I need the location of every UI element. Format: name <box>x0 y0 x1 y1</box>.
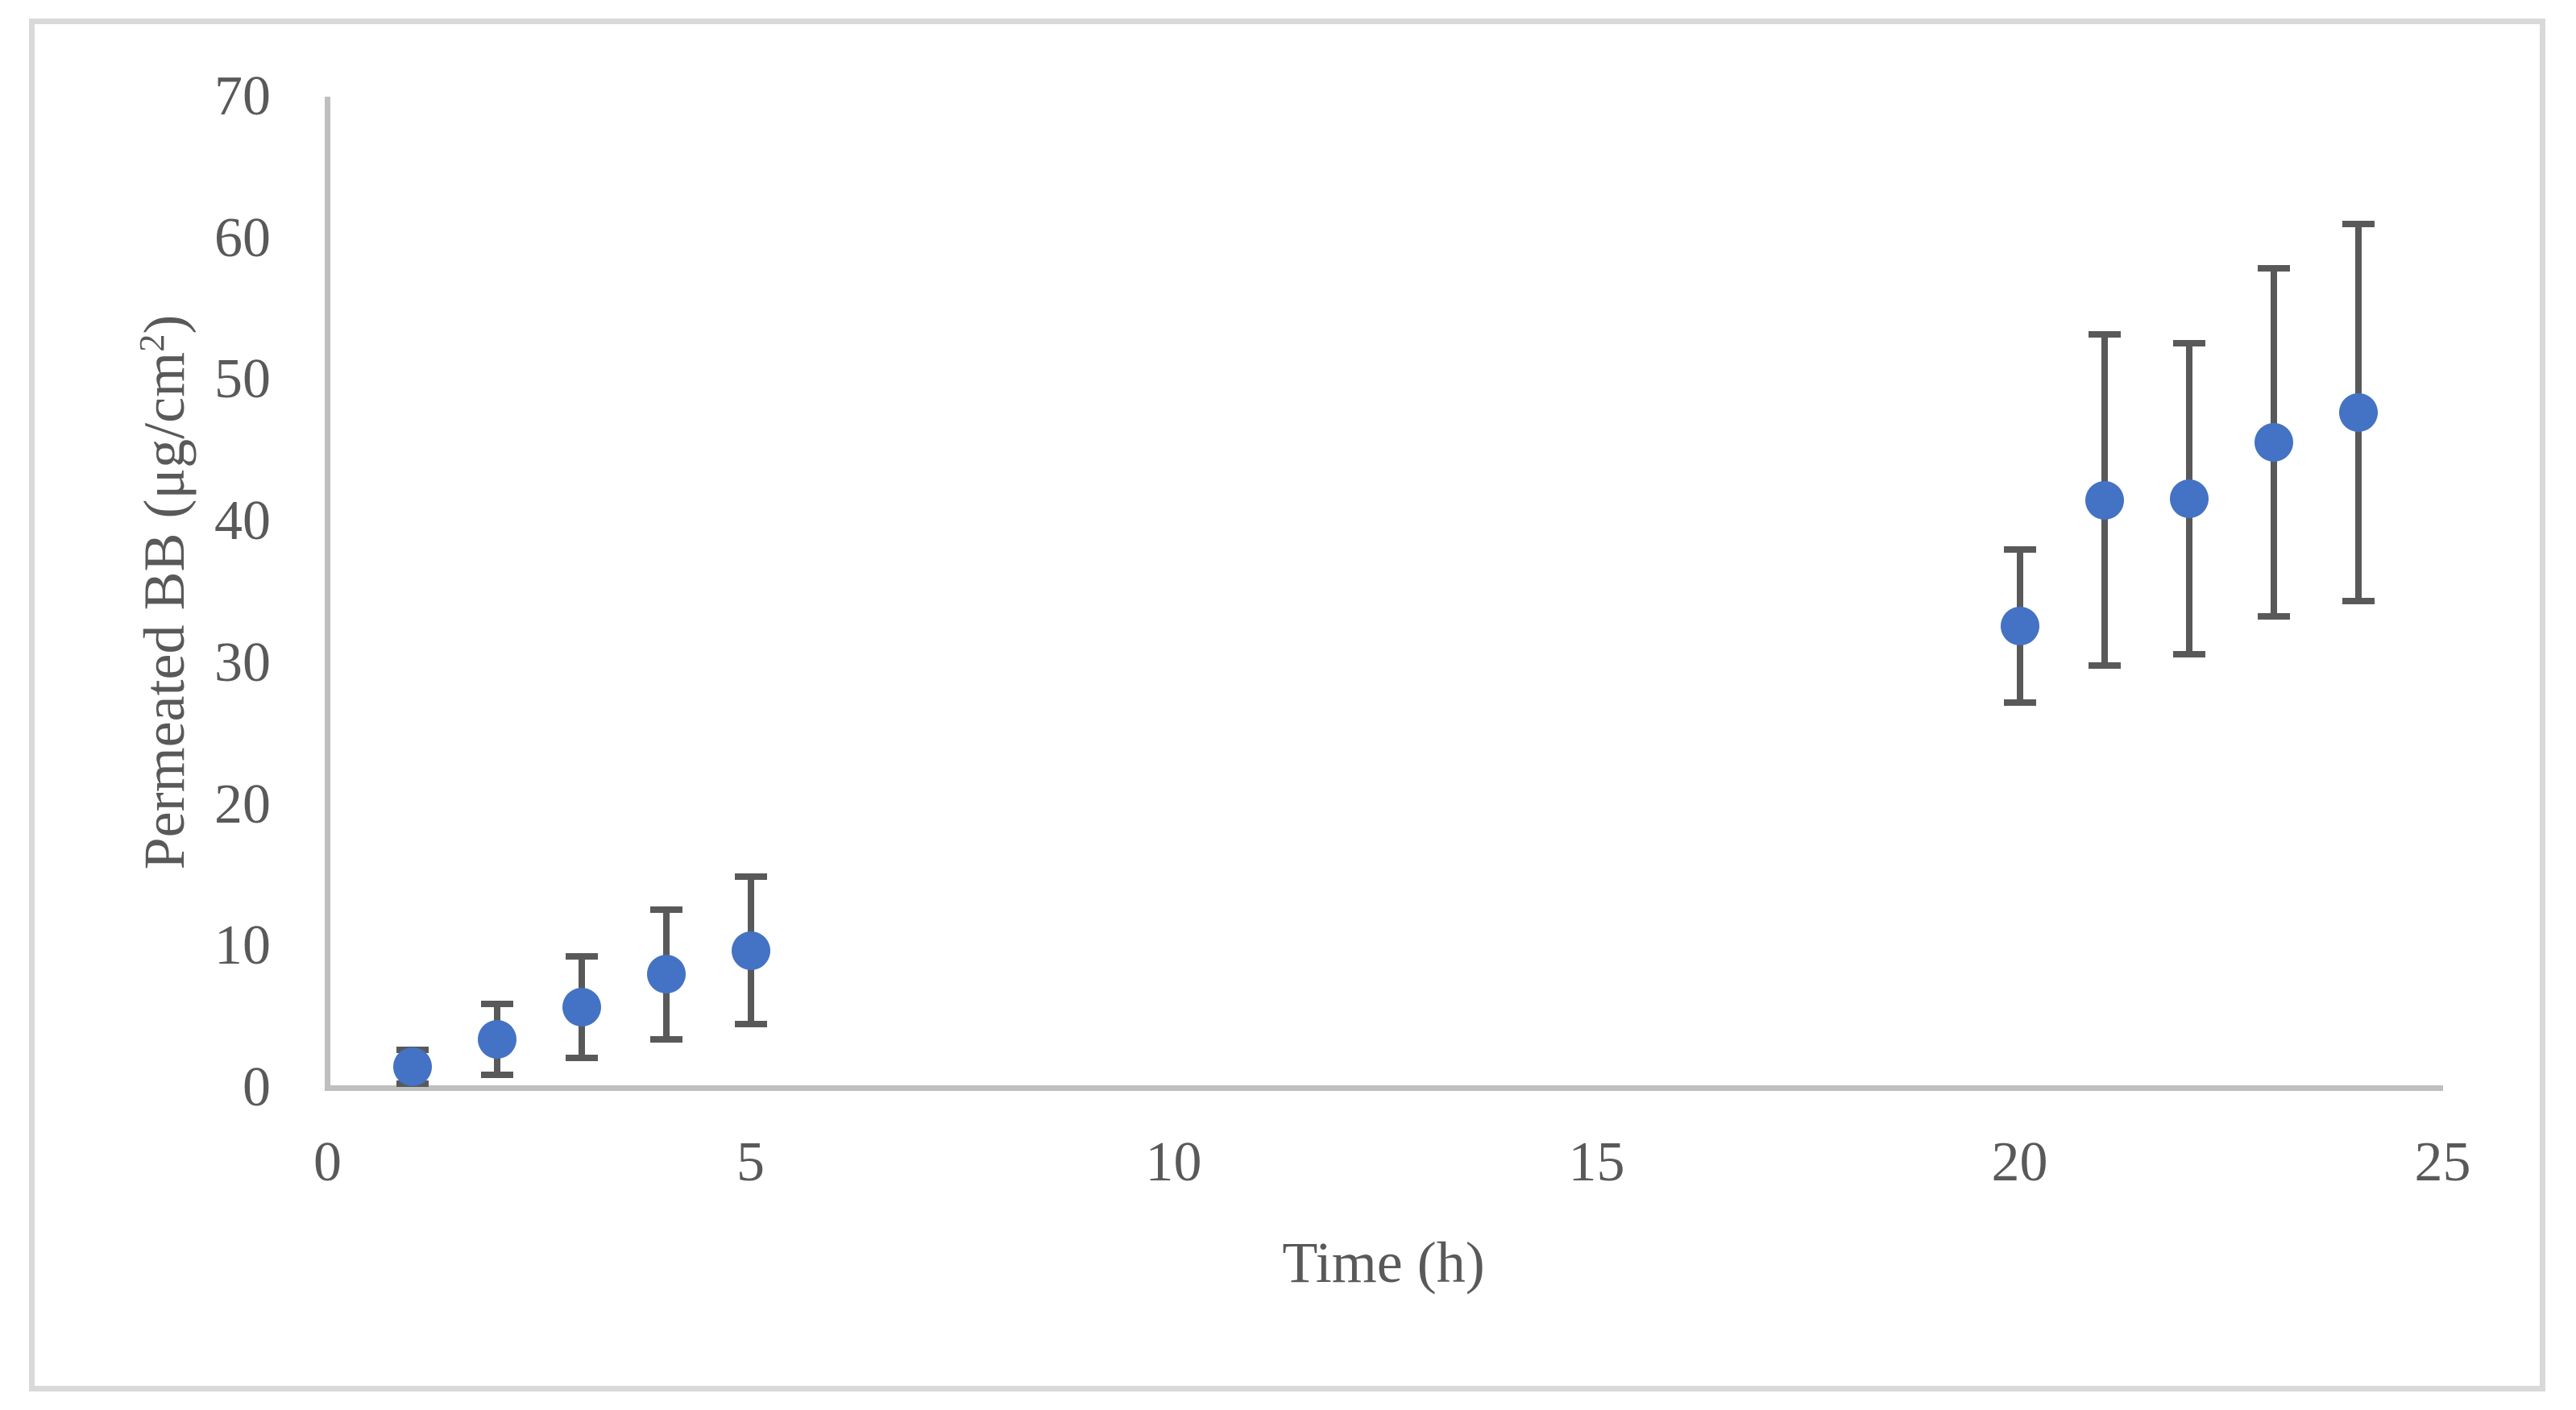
error-bar-cap-bottom <box>2342 597 2375 604</box>
error-bar-cap-top <box>480 1001 513 1008</box>
x-tick-label: 20 <box>1991 1131 2048 1193</box>
error-bar-cap-bottom <box>2088 662 2121 670</box>
x-tick-label: 5 <box>736 1131 765 1193</box>
error-bar-cap-top <box>734 873 767 881</box>
error-bar-cap-top <box>2342 221 2375 228</box>
y-tick-label: 10 <box>214 914 271 977</box>
error-bar-cap-bottom <box>2003 699 2036 707</box>
y-axis-title-superscript: 2 <box>131 334 172 352</box>
y-tick-label: 30 <box>214 631 271 694</box>
y-tick-label: 60 <box>214 206 271 269</box>
error-bar-cap-bottom <box>565 1055 598 1062</box>
figure-border <box>29 19 2545 1391</box>
error-bar-cap-bottom <box>734 1020 767 1027</box>
x-tick-label: 10 <box>1145 1131 1202 1193</box>
data-point-marker <box>2338 392 2378 432</box>
data-point-marker <box>392 1047 432 1086</box>
error-bar-cap-top <box>2088 331 2121 338</box>
x-tick-label: 25 <box>2414 1131 2471 1193</box>
y-tick-label: 20 <box>214 773 271 836</box>
x-tick-label: 15 <box>1568 1131 1625 1193</box>
data-point-marker <box>731 931 770 970</box>
y-axis-line <box>325 97 330 1088</box>
data-point-marker <box>2000 607 2039 646</box>
x-tick-label: 0 <box>313 1131 342 1193</box>
error-bar-cap-top <box>2003 546 2036 554</box>
y-tick-label: 0 <box>243 1056 271 1118</box>
y-axis-title-close-paren: ) <box>132 314 197 334</box>
data-point-marker <box>2254 422 2293 462</box>
x-axis-title: Time (h) <box>1282 1230 1485 1295</box>
error-bar-cap-top <box>2257 264 2290 272</box>
error-bar-cap-bottom <box>480 1072 513 1079</box>
y-tick-label: 50 <box>214 348 271 411</box>
data-point-marker <box>646 955 686 994</box>
data-point-marker <box>2084 480 2124 520</box>
error-bar-cap-top <box>565 952 598 960</box>
error-bar-cap-top <box>649 906 682 913</box>
data-point-marker <box>477 1020 516 1060</box>
error-bar-cap-bottom <box>649 1036 682 1043</box>
error-bar-cap-top <box>2172 339 2205 346</box>
x-axis-line <box>325 1084 2443 1091</box>
error-bar-cap-bottom <box>2257 612 2290 620</box>
data-point-marker <box>2169 479 2209 519</box>
y-tick-label: 40 <box>214 490 271 553</box>
error-bar-cap-bottom <box>2172 651 2205 658</box>
y-tick-label: 70 <box>214 65 271 127</box>
data-point-marker <box>562 987 601 1026</box>
